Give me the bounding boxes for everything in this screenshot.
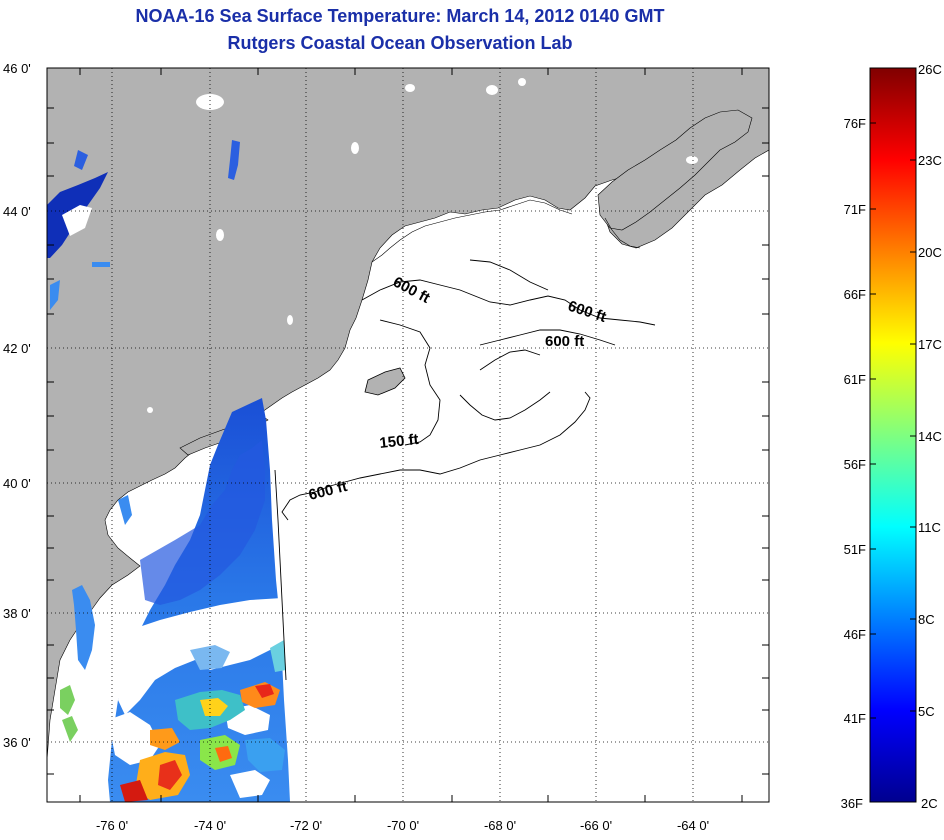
lon-label: -68 0'	[484, 818, 516, 833]
temperature-colorbar	[869, 67, 917, 803]
colorbar-c-label: 23C	[918, 153, 942, 168]
lake-sst	[47, 140, 240, 310]
lat-label: 44 0'	[3, 204, 31, 219]
map-border	[46, 67, 770, 803]
colorbar-f-label: 51F	[844, 542, 866, 557]
lon-label: -72 0'	[290, 818, 322, 833]
graticule	[47, 68, 769, 802]
colorbar-c-label: 17C	[918, 337, 942, 352]
map-subtitle: Rutgers Coastal Ocean Observation Lab	[227, 33, 573, 53]
colorbar-c-label: 8C	[918, 612, 935, 627]
lon-label: -66 0'	[580, 818, 612, 833]
cape-cod	[364, 367, 406, 396]
lat-label: 38 0'	[3, 606, 31, 621]
inland-lakes	[147, 78, 698, 413]
colorbar-f-label: 41F	[844, 711, 866, 726]
colorbar-c-label: 26C	[918, 62, 942, 77]
colorbar-c-label: 20C	[918, 245, 942, 260]
colorbar-f-label: 36F	[841, 796, 863, 811]
lat-label: 42 0'	[3, 341, 31, 356]
colorbar-c-label: 2C	[921, 796, 938, 811]
axis-ticks	[47, 68, 769, 802]
depth-contours	[274, 259, 656, 681]
lat-label: 40 0'	[3, 476, 31, 491]
colorbar-f-label: 46F	[844, 627, 866, 642]
colorbar-c-label: 11C	[918, 520, 941, 535]
lat-label: 46 0'	[3, 61, 31, 76]
nova-scotia	[597, 109, 753, 231]
colorbar-f-label: 71F	[844, 202, 866, 217]
map-title: NOAA-16 Sea Surface Temperature: March 1…	[135, 6, 665, 26]
lon-label: -64 0'	[677, 818, 709, 833]
colorbar-f-label: 61F	[844, 372, 866, 387]
contour-label: 600 ft	[545, 333, 584, 350]
contour-label: 150 ft	[379, 431, 420, 452]
lat-label: 36 0'	[3, 735, 31, 750]
coastline	[371, 199, 641, 263]
lon-label: -70 0'	[387, 818, 419, 833]
colorbar-c-label: 14C	[918, 429, 942, 444]
lon-label: -76 0'	[96, 818, 128, 833]
colorbar-f-label: 56F	[844, 457, 866, 472]
colorbar-c-label: 5C	[918, 704, 935, 719]
colorbar-f-label: 66F	[844, 287, 866, 302]
bay-sst	[60, 495, 132, 742]
sst-swath	[108, 398, 290, 802]
colorbar-f-label: 76F	[844, 116, 866, 131]
colorbar-ticks	[870, 122, 916, 719]
lon-label: -74 0'	[194, 818, 226, 833]
